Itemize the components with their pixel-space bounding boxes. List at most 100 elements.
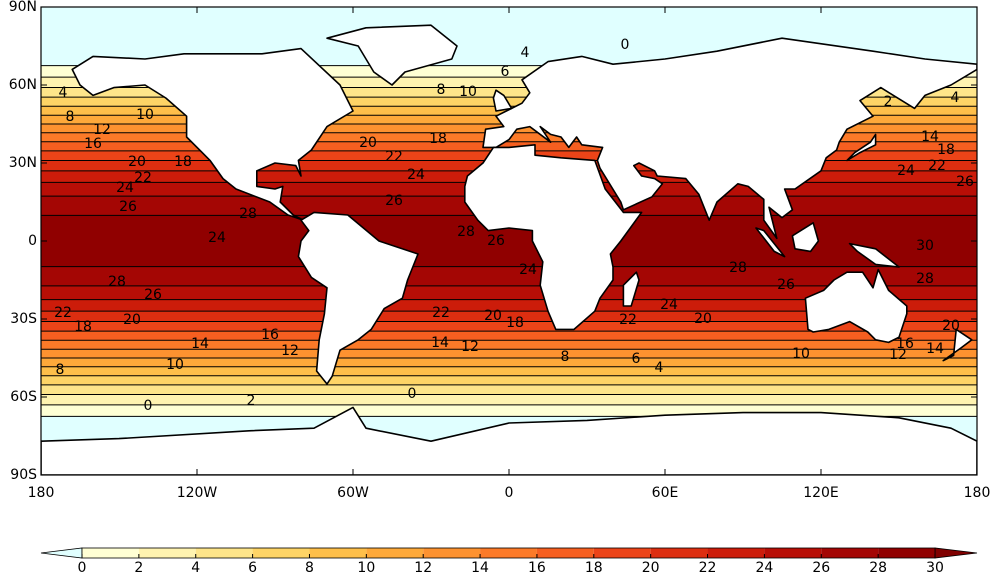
- contour-label: 10: [792, 346, 810, 362]
- field-band: [41, 74, 977, 77]
- field-band: [41, 270, 977, 273]
- field-band: [41, 299, 977, 302]
- x-tick-label: 0: [505, 485, 514, 501]
- field-band: [41, 264, 977, 267]
- field-band: [41, 87, 977, 90]
- field-band: [41, 407, 977, 410]
- colorbar-tick-label: 6: [248, 560, 257, 574]
- colorbar-tick-label: 26: [812, 560, 830, 574]
- field-band: [41, 324, 977, 327]
- field-band: [41, 420, 977, 423]
- contour-label: 20: [942, 318, 960, 334]
- contour-label: 16: [84, 136, 102, 152]
- field-band: [41, 345, 977, 347]
- contour-label: 18: [937, 142, 955, 158]
- field-band: [41, 57, 977, 60]
- field-band: [41, 408, 977, 411]
- field-band: [41, 337, 977, 340]
- field-band: [41, 143, 977, 146]
- field-band: [41, 47, 977, 50]
- field-band: [41, 229, 977, 232]
- contour-label: 12: [461, 339, 479, 355]
- field-band: [41, 295, 977, 298]
- field-band: [41, 65, 977, 68]
- colorbar-tick-label: 10: [357, 560, 375, 574]
- contour-label: 28: [239, 206, 257, 222]
- field-band: [41, 410, 977, 412]
- field-band: [41, 82, 977, 85]
- colorbar-segment: [423, 548, 481, 558]
- field-band: [41, 289, 977, 291]
- field-band: [41, 359, 977, 362]
- contour-label: 22: [432, 305, 450, 321]
- field-band: [41, 14, 977, 17]
- contour-label: 14: [191, 336, 209, 352]
- contour-label: 4: [655, 360, 664, 376]
- field-band: [41, 319, 977, 321]
- field-band: [41, 248, 977, 251]
- field-band: [41, 34, 977, 37]
- field-band: [41, 373, 977, 376]
- contour-label: 0: [621, 37, 630, 53]
- field-band: [41, 52, 977, 55]
- land: [848, 242, 900, 268]
- contour-label: 28: [108, 274, 126, 290]
- field-band: [41, 342, 977, 345]
- field-band: [41, 247, 977, 250]
- contour-label: 0: [144, 398, 153, 414]
- field-band: [41, 399, 977, 402]
- field-band: [41, 254, 977, 256]
- field-band: [41, 411, 977, 414]
- field-band: [41, 72, 977, 74]
- field-band: [41, 277, 977, 280]
- field-band: [41, 348, 977, 351]
- land: [71, 47, 354, 221]
- field-band: [41, 22, 977, 25]
- contour-label: 24: [519, 262, 537, 278]
- colorbar-segment: [878, 548, 935, 558]
- colorbar-tick-label: 22: [699, 560, 717, 574]
- field-band: [41, 44, 977, 47]
- field-band: [41, 77, 977, 80]
- field-band: [41, 244, 977, 247]
- contour-label: 16: [896, 336, 914, 352]
- field-band: [41, 304, 977, 307]
- field-band: [41, 343, 977, 346]
- field-band: [41, 250, 977, 252]
- field-band: [41, 381, 977, 384]
- contour-label: 6: [501, 64, 510, 80]
- contour-label: 18: [74, 319, 92, 335]
- contour-label: 24: [407, 167, 425, 183]
- colorbar-segment: [252, 548, 310, 558]
- field-band: [41, 351, 977, 354]
- field-band: [41, 273, 977, 276]
- field-band: [41, 228, 977, 230]
- field-band: [41, 321, 977, 324]
- field-band: [41, 144, 977, 147]
- field-band: [41, 235, 977, 238]
- colorbar-segment: [764, 548, 822, 558]
- field-band: [41, 307, 977, 310]
- field-band: [41, 263, 977, 265]
- field-band: [41, 79, 977, 82]
- field-band: [41, 81, 977, 83]
- field-band: [41, 242, 977, 245]
- field-band: [41, 296, 977, 299]
- field-band: [41, 35, 977, 38]
- contour-label: 24: [116, 180, 134, 196]
- land: [492, 89, 513, 112]
- contour-label: 8: [66, 109, 75, 125]
- field-band: [41, 100, 977, 103]
- land: [622, 271, 640, 307]
- contour-label: 28: [457, 224, 475, 240]
- field-band: [41, 404, 977, 407]
- field-band: [41, 260, 977, 263]
- field-band: [41, 233, 977, 236]
- field-band: [41, 246, 977, 249]
- field-band: [41, 419, 977, 421]
- x-tick-label: 120W: [177, 485, 218, 501]
- colorbar-segment: [650, 548, 708, 558]
- contour-label: 28: [916, 271, 934, 287]
- field-band: [41, 346, 977, 349]
- x-tick-label: 120E: [803, 485, 839, 501]
